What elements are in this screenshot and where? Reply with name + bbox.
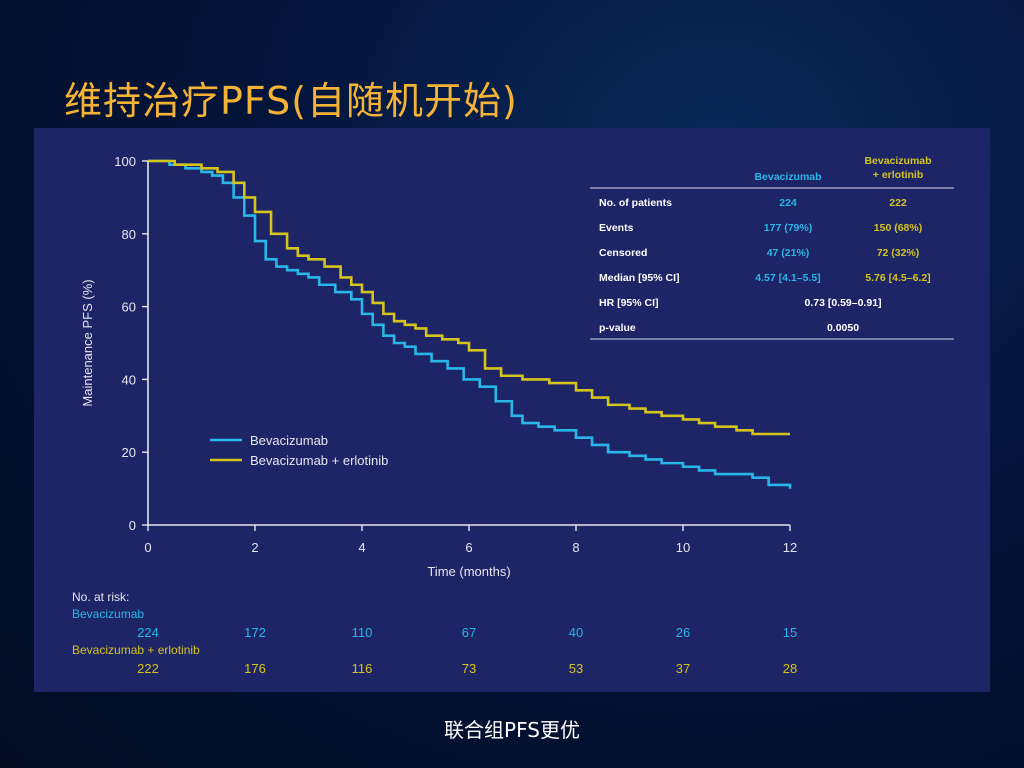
y-tick-label: 40 xyxy=(122,372,136,387)
table-row-label: Median [95% CI] xyxy=(599,272,680,284)
table-cell-combined: 0.73 [0.59–0.91] xyxy=(804,297,881,309)
x-axis-title: Time (months) xyxy=(427,564,510,579)
table-cell-bevacizumab: 224 xyxy=(779,197,797,209)
footer-caption: 联合组PFS更优 xyxy=(444,718,580,742)
at-risk-group-label: Bevacizumab + erlotinib xyxy=(72,643,200,657)
table-cell-combo: 72 (32%) xyxy=(877,247,920,259)
table-header-bevacizumab: Bevacizumab xyxy=(754,171,821,183)
x-tick-label: 6 xyxy=(465,540,472,555)
at-risk-title: No. at risk: xyxy=(72,590,129,604)
y-tick-label: 100 xyxy=(114,154,136,169)
at-risk-value: 15 xyxy=(783,625,797,640)
at-risk-group-label: Bevacizumab xyxy=(72,607,144,621)
table-cell-bevacizumab: 47 (21%) xyxy=(767,247,810,259)
at-risk-value: 172 xyxy=(244,625,266,640)
at-risk-value: 28 xyxy=(783,661,797,676)
table-cell-combined: 0.0050 xyxy=(827,322,859,334)
x-tick-label: 0 xyxy=(144,540,151,555)
chart-panel: 0 2 4 6 8 10 12 0 20 40 60 80 100 Time (months) Mainte… xyxy=(34,128,990,692)
at-risk-value: 40 xyxy=(569,625,583,640)
x-tick-label: 8 xyxy=(572,540,579,555)
at-risk-value: 110 xyxy=(352,625,373,640)
km-chart: 0 2 4 6 8 10 12 0 20 40 60 80 100 Time (months) Mainte… xyxy=(72,154,954,676)
x-tick-label: 2 xyxy=(251,540,258,555)
table-cell-combo: 222 xyxy=(889,197,907,209)
at-risk-value: 222 xyxy=(137,661,159,676)
y-tick-label: 80 xyxy=(122,227,136,242)
table-row-label: HR [95% CI] xyxy=(599,297,659,309)
y-axis-title: Maintenance PFS (%) xyxy=(80,279,95,406)
table-row-label: p-value xyxy=(599,322,636,334)
series-line-bevacizumab-erlotinib xyxy=(148,159,790,436)
at-risk-value: 73 xyxy=(462,661,476,676)
slide-title: 维持治疗PFS(自随机开始) xyxy=(64,79,518,123)
x-tick-label: 12 xyxy=(783,540,797,555)
legend-label: Bevacizumab xyxy=(250,433,328,448)
at-risk-value: 224 xyxy=(137,625,159,640)
table-row-label: No. of patients xyxy=(599,197,672,209)
table-cell-combo: 150 (68%) xyxy=(874,222,922,234)
table-header-combo-line2: + erlotinib xyxy=(873,169,923,181)
y-tick-label: 20 xyxy=(122,445,136,460)
at-risk-value: 37 xyxy=(676,661,690,676)
table-header-combo-line1: Bevacizumab xyxy=(864,155,931,167)
y-tick-label: 0 xyxy=(129,518,136,533)
table-cell-bevacizumab: 4.57 [4.1–5.5] xyxy=(755,272,820,284)
at-risk-value: 26 xyxy=(676,625,690,640)
series-line-bevacizumab xyxy=(148,159,792,489)
y-tick-label: 60 xyxy=(122,300,136,315)
at-risk-value: 53 xyxy=(569,661,583,676)
table-row-label: Events xyxy=(599,222,634,234)
legend-label: Bevacizumab + erlotinib xyxy=(250,453,388,468)
at-risk-value: 116 xyxy=(352,661,373,676)
at-risk-value: 176 xyxy=(244,661,266,676)
x-tick-label: 10 xyxy=(676,540,690,555)
table-row-label: Censored xyxy=(599,247,647,259)
table-cell-combo: 5.76 [4.5–6.2] xyxy=(865,272,930,284)
x-tick-label: 4 xyxy=(358,540,365,555)
at-risk-value: 67 xyxy=(462,625,476,640)
table-cell-bevacizumab: 177 (79%) xyxy=(764,222,812,234)
